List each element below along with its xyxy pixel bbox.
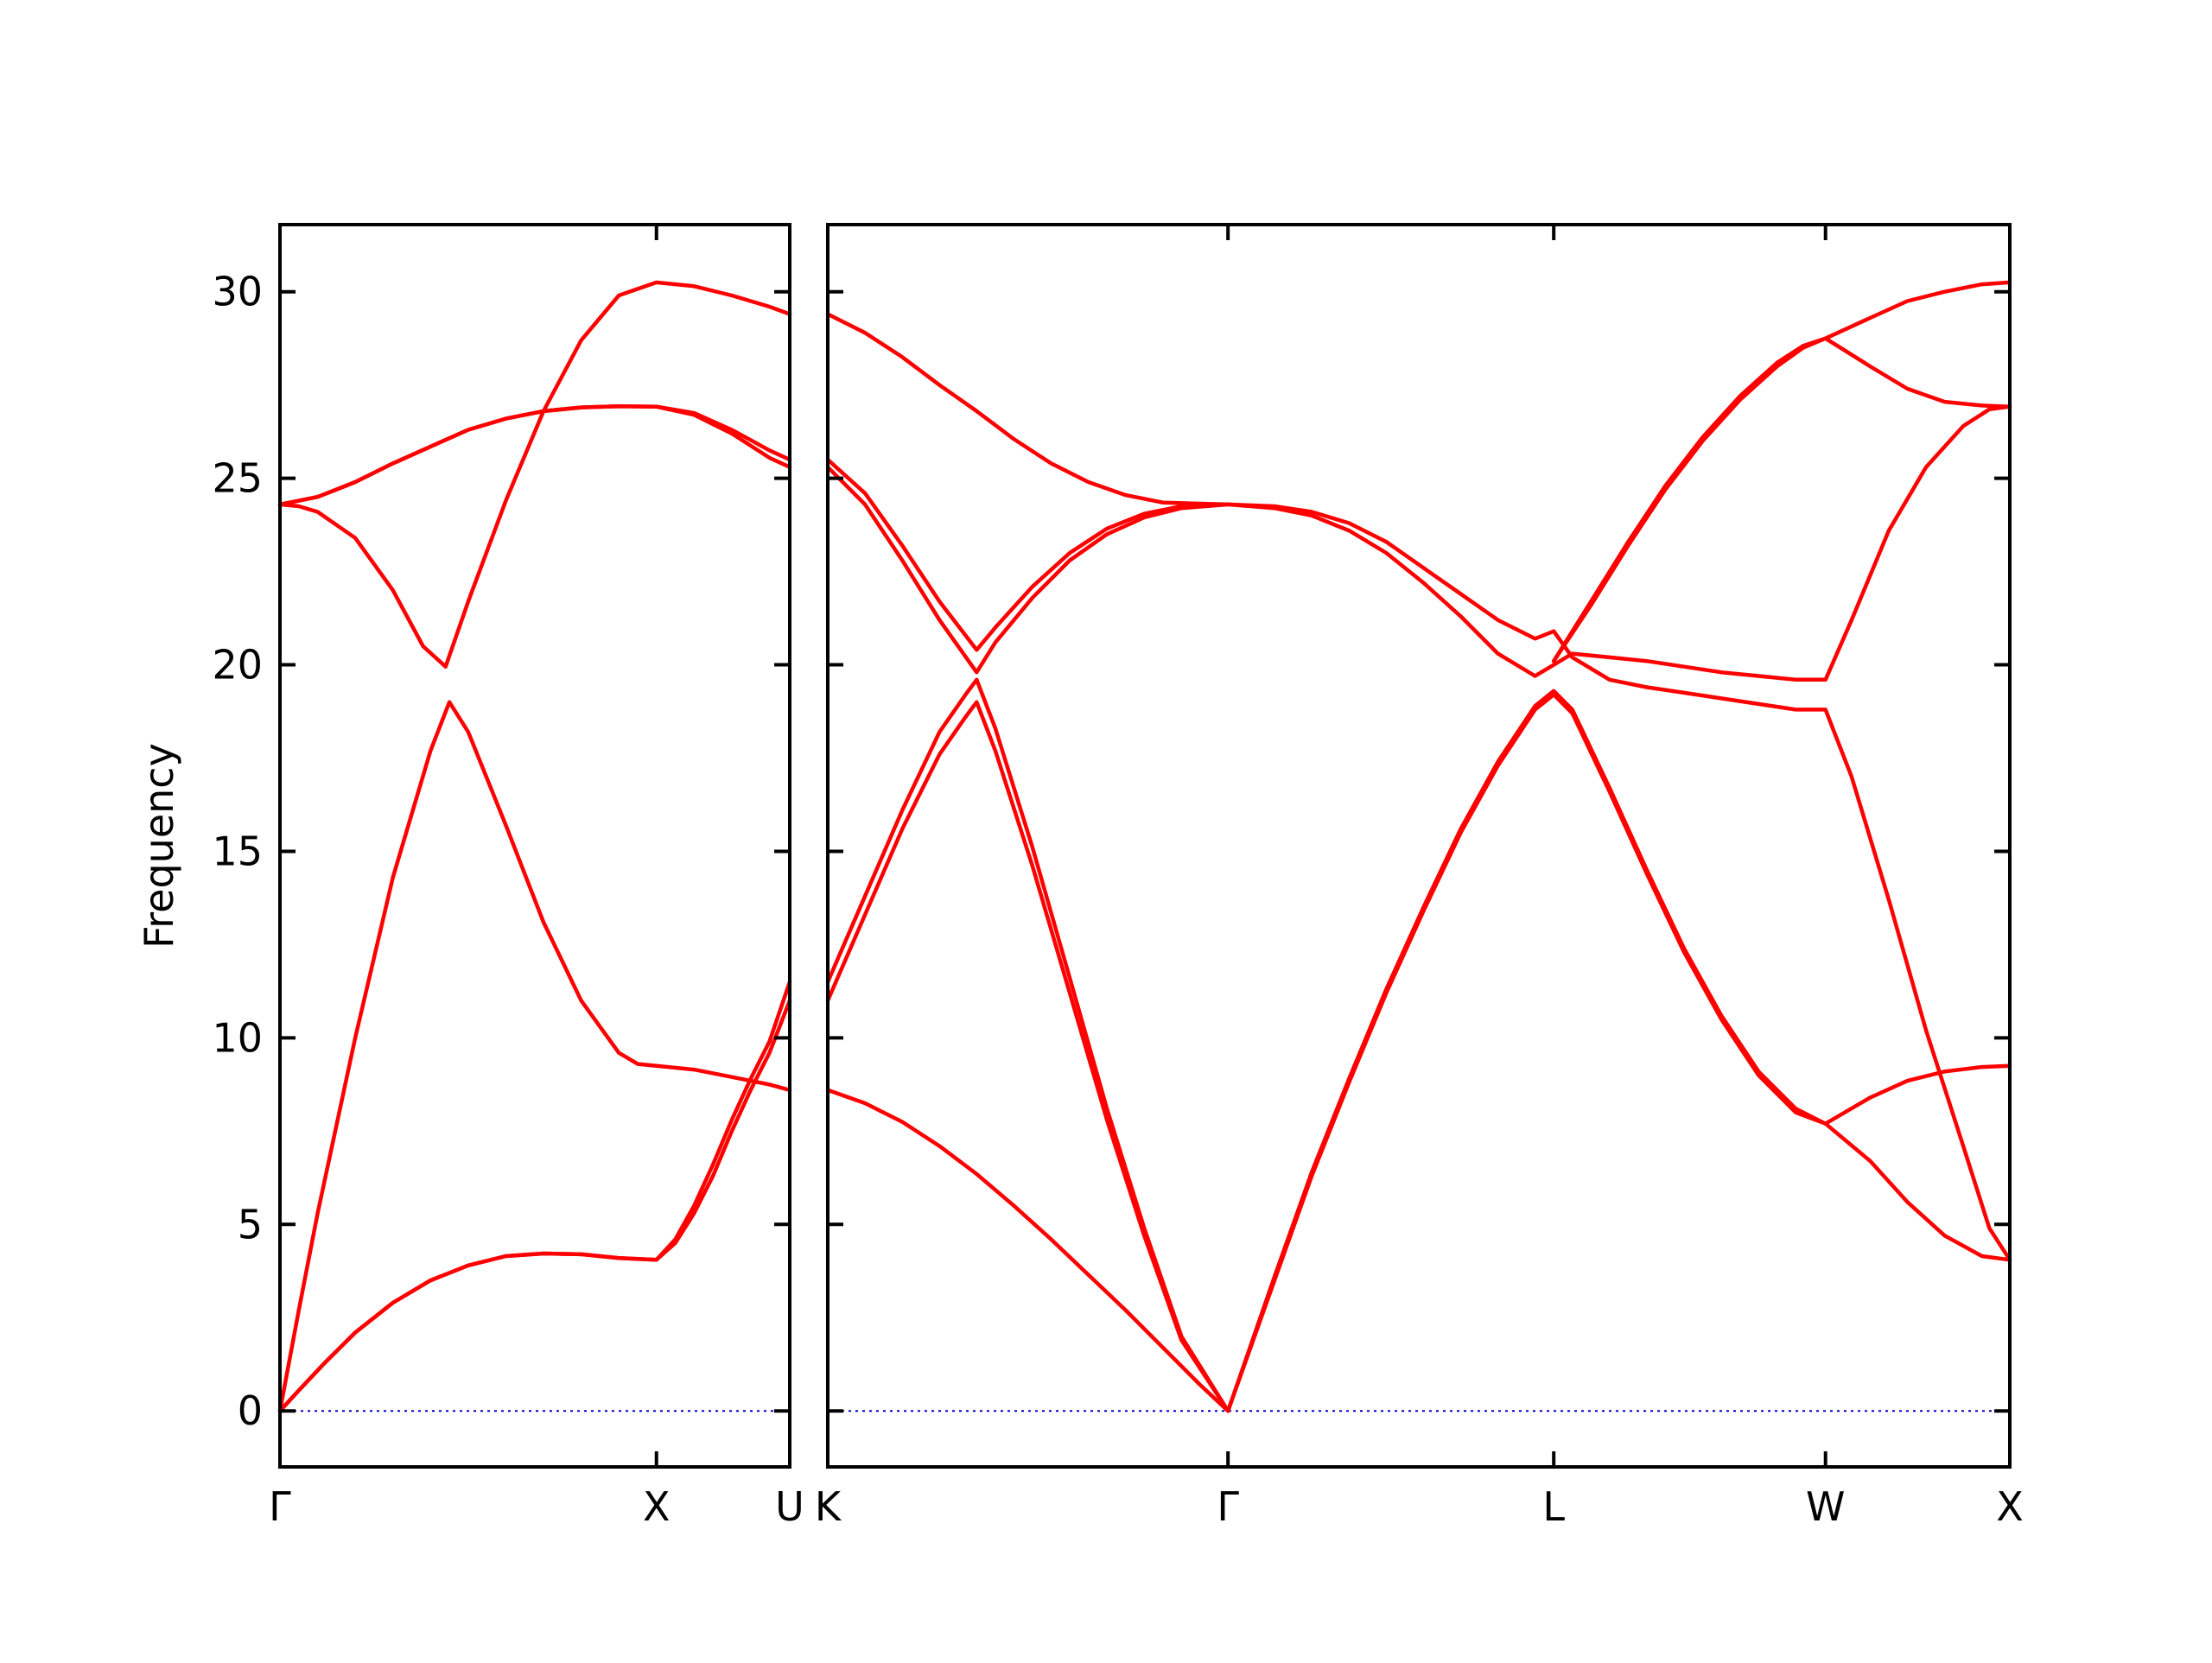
x-tick-label: Γ	[1217, 1483, 1239, 1530]
band-line-right-5	[825, 457, 1230, 652]
y-tick-label: 25	[212, 455, 263, 502]
y-tick-label: 10	[212, 1014, 263, 1061]
band-line-right-11	[1551, 280, 2012, 663]
band-line-right-8	[1225, 689, 2012, 1413]
y-tick-label: 15	[212, 828, 263, 874]
plot-frame-left	[278, 223, 791, 1469]
x-tick-label: U	[775, 1483, 804, 1530]
y-axis-label: Frequency	[136, 743, 182, 949]
band-line-left-6	[277, 404, 792, 507]
band-line-right-12	[1551, 336, 2012, 663]
y-tick-label: 30	[212, 269, 263, 315]
band-line-right-2	[825, 700, 1230, 1413]
band-line-right-7	[1225, 692, 2012, 1413]
y-tick-label: 5	[238, 1201, 263, 1247]
band-line-left-4	[277, 280, 792, 669]
band-line-right-6	[825, 312, 1230, 507]
band-line-left-1	[277, 980, 792, 1413]
band-line-left-3	[277, 404, 792, 507]
x-tick-label: L	[1542, 1483, 1565, 1530]
x-tick-label: W	[1806, 1483, 1845, 1530]
x-tick-label: X	[643, 1483, 671, 1530]
y-tick-label: 20	[212, 642, 263, 689]
band-line-right-10	[1225, 502, 2012, 1262]
x-tick-label: K	[815, 1483, 842, 1530]
plot-frame-right	[826, 223, 2012, 1469]
band-line-right-1	[825, 1088, 1230, 1413]
y-tick-label: 0	[238, 1387, 263, 1434]
band-line-left-5	[277, 998, 792, 1413]
band-line-right-4	[825, 465, 1230, 675]
band-line-right-9	[1225, 404, 2012, 682]
band-line-right-3	[825, 677, 1230, 1413]
x-tick-label: X	[1996, 1483, 2024, 1530]
x-tick-label: Γ	[269, 1483, 291, 1530]
band-line-left-2	[277, 700, 792, 1413]
